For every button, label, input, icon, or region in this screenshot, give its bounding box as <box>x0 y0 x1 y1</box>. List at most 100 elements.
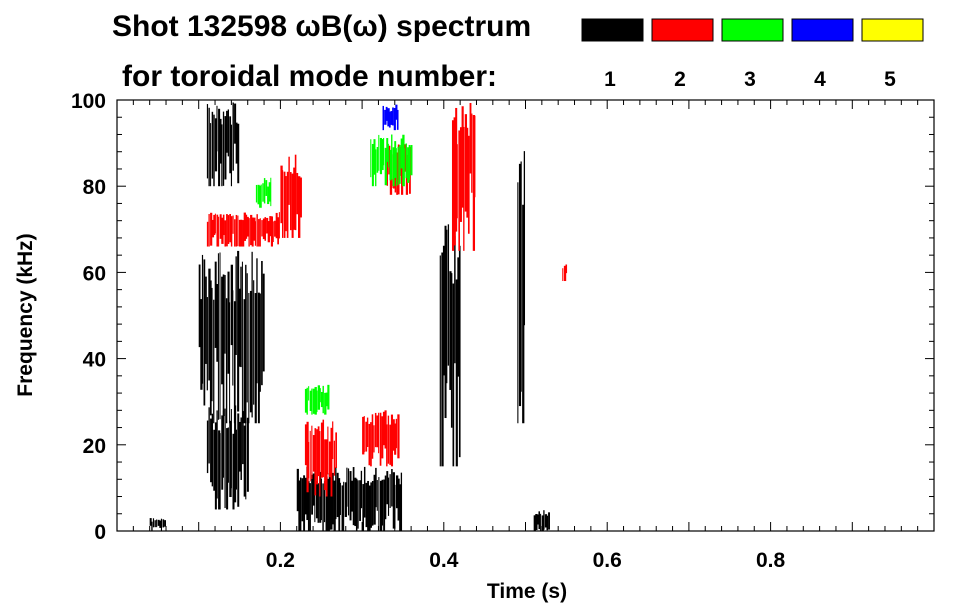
mode-2-streak <box>395 418 398 449</box>
mode-1-streak <box>518 163 522 407</box>
mode-1-streak <box>378 477 380 531</box>
mode-2-streak <box>469 102 472 174</box>
mode-3-streak <box>370 139 372 178</box>
mode-3-streak <box>324 392 327 415</box>
mode-2-streak <box>368 423 371 466</box>
mode-1-streak <box>333 480 336 531</box>
mode-2-streak <box>267 221 270 243</box>
mode-1-streak <box>381 479 384 526</box>
mode-1-streak <box>237 123 240 184</box>
mode-1-streak <box>312 473 315 506</box>
mode-1-streak <box>159 520 162 528</box>
mode-2-streak <box>464 114 468 212</box>
mode-2-streak <box>382 411 385 446</box>
legend-swatch-2 <box>651 18 714 42</box>
mode-2-streak <box>386 149 389 186</box>
mode-1-streak <box>218 430 221 510</box>
mode-1-streak <box>238 421 242 472</box>
mode-1-streak <box>221 276 224 385</box>
mode-3-streak <box>314 387 317 415</box>
mode-1-streak <box>216 105 218 152</box>
mode-2-streak <box>562 268 564 282</box>
mode-3-streak <box>383 137 385 166</box>
mode-1-streak <box>209 280 212 416</box>
mode-1-streak <box>201 254 204 384</box>
mode-2-streak <box>235 214 238 247</box>
mode-2-streak <box>242 220 245 247</box>
mode-3-streak <box>399 144 401 184</box>
mode-1-streak <box>370 482 372 528</box>
mode-2-streak <box>227 215 230 244</box>
mode-1-streak <box>354 477 357 527</box>
mode-1-streak <box>157 519 160 526</box>
mode-2-streak <box>229 213 231 243</box>
mode-2-streak <box>286 171 289 238</box>
mode-2-streak <box>461 106 464 208</box>
mode-1-streak <box>230 409 232 489</box>
mode-2-streak <box>282 170 284 238</box>
mode-2-streak <box>463 126 465 251</box>
mode-1-streak <box>535 514 538 531</box>
legend-swatch-3 <box>721 18 784 42</box>
mode-2-streak <box>216 214 219 247</box>
mode-2-streak <box>214 213 216 234</box>
mode-1-streak <box>213 299 215 424</box>
mode-2-streak <box>304 424 307 466</box>
mode-2-streak <box>374 412 377 448</box>
mode-3-streak <box>316 390 318 413</box>
mode-1-streak <box>298 480 301 531</box>
mode-1-streak <box>546 515 549 531</box>
mode-2-streak <box>219 214 222 239</box>
mode-3-streak <box>270 177 272 207</box>
mode-1-streak <box>214 118 218 172</box>
mode-2-streak <box>365 421 368 452</box>
mode-2-streak <box>299 177 302 218</box>
mode-1-streak <box>224 275 226 354</box>
mode-1-streak <box>226 428 229 510</box>
mode-2-streak <box>319 431 321 497</box>
mode-1-streak <box>237 413 240 507</box>
mode-1-streak <box>160 518 162 531</box>
mode-3-streak <box>268 182 271 202</box>
mode-1-streak <box>241 261 243 424</box>
mode-1-streak <box>299 477 302 531</box>
mode-2-streak <box>309 430 311 482</box>
mode-2-streak <box>455 107 458 232</box>
mode-2-streak <box>322 419 325 478</box>
mode-2-streak <box>221 217 224 244</box>
mode-2-streak <box>238 219 242 247</box>
mode-1-streak <box>322 483 324 531</box>
mode-2-streak <box>291 173 294 238</box>
mode-4-streak <box>396 109 399 130</box>
mode-2-streak <box>384 410 387 449</box>
mode-3-streak <box>319 388 321 403</box>
mode-2-streak <box>327 426 329 475</box>
mode-4-streak <box>395 104 398 120</box>
mode-1-streak <box>221 415 224 490</box>
mode-1-streak <box>543 510 545 530</box>
mode-1-streak <box>245 417 247 500</box>
mode-1-streak <box>198 264 201 348</box>
mode-1-streak <box>243 299 246 424</box>
mode-1-streak <box>257 292 260 424</box>
mode-1-streak <box>227 271 230 374</box>
mode-2-streak <box>240 219 243 247</box>
mode-1-streak <box>238 288 241 367</box>
mode-1-streak <box>449 271 452 390</box>
mode-3-streak <box>263 178 266 204</box>
mode-1-streak <box>379 480 383 531</box>
x-axis-label: Time (s) <box>487 580 567 603</box>
mode-3-streak <box>403 148 405 187</box>
mode-3-streak <box>397 146 399 186</box>
series-mode-3 <box>255 134 413 415</box>
mode-2-streak <box>373 425 375 453</box>
mode-2-streak <box>234 219 236 247</box>
mode-2-streak <box>226 214 228 247</box>
mode-2-streak <box>333 440 335 476</box>
mode-2-streak <box>283 171 286 238</box>
mode-1-streak <box>373 474 376 525</box>
mode-3-streak <box>376 147 379 173</box>
legend-label-4: 4 <box>814 68 826 91</box>
mode-1-streak <box>325 476 328 531</box>
mode-1-streak <box>235 122 238 164</box>
